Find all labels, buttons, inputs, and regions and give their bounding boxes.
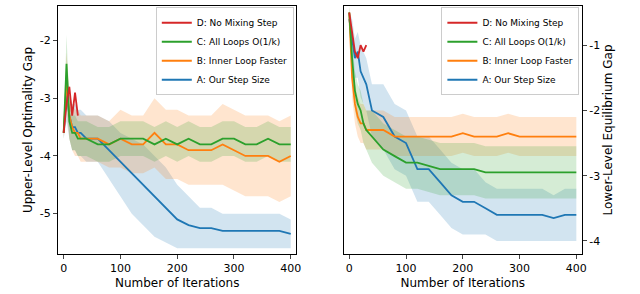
svg-text:200: 200	[167, 262, 188, 275]
svg-text:-1: -1	[589, 39, 600, 52]
svg-text:B: Inner Loop Faster: B: Inner Loop Faster	[197, 56, 287, 66]
svg-text:400: 400	[280, 262, 301, 275]
svg-text:C: All Loops O(1/k): C: All Loops O(1/k)	[197, 37, 280, 47]
svg-text:D: No Mixing Step: D: No Mixing Step	[197, 18, 278, 28]
svg-text:B: Inner Loop Faster: B: Inner Loop Faster	[482, 56, 572, 66]
svg-text:100: 100	[396, 262, 417, 275]
svg-text:300: 300	[223, 262, 244, 275]
svg-text:-3: -3	[589, 170, 600, 183]
svg-text:Number of Iterations: Number of Iterations	[401, 276, 526, 290]
svg-text:300: 300	[509, 262, 530, 275]
svg-text:-4: -4	[40, 150, 51, 163]
svg-text:A: Our Step Size: A: Our Step Size	[197, 75, 271, 85]
svg-text:0: 0	[60, 262, 67, 275]
svg-text:D: No Mixing Step: D: No Mixing Step	[482, 18, 563, 28]
svg-text:200: 200	[452, 262, 473, 275]
svg-text:-4: -4	[589, 235, 600, 248]
svg-text:100: 100	[110, 262, 131, 275]
svg-text:0: 0	[346, 262, 353, 275]
svg-text:-2: -2	[589, 104, 600, 117]
svg-text:A: Our Step Size: A: Our Step Size	[482, 75, 556, 85]
svg-text:Upper-Level Optimality Gap: Upper-Level Optimality Gap	[21, 47, 35, 213]
svg-text:-5: -5	[40, 207, 51, 220]
svg-text:400: 400	[566, 262, 587, 275]
svg-text:C: All Loops O(1/k): C: All Loops O(1/k)	[482, 37, 565, 47]
svg-text:Lower-Level Equilibrium Gap: Lower-Level Equilibrium Gap	[601, 44, 615, 215]
svg-text:-3: -3	[40, 92, 51, 105]
svg-text:-2: -2	[40, 34, 51, 47]
svg-text:Number of Iterations: Number of Iterations	[115, 276, 240, 290]
